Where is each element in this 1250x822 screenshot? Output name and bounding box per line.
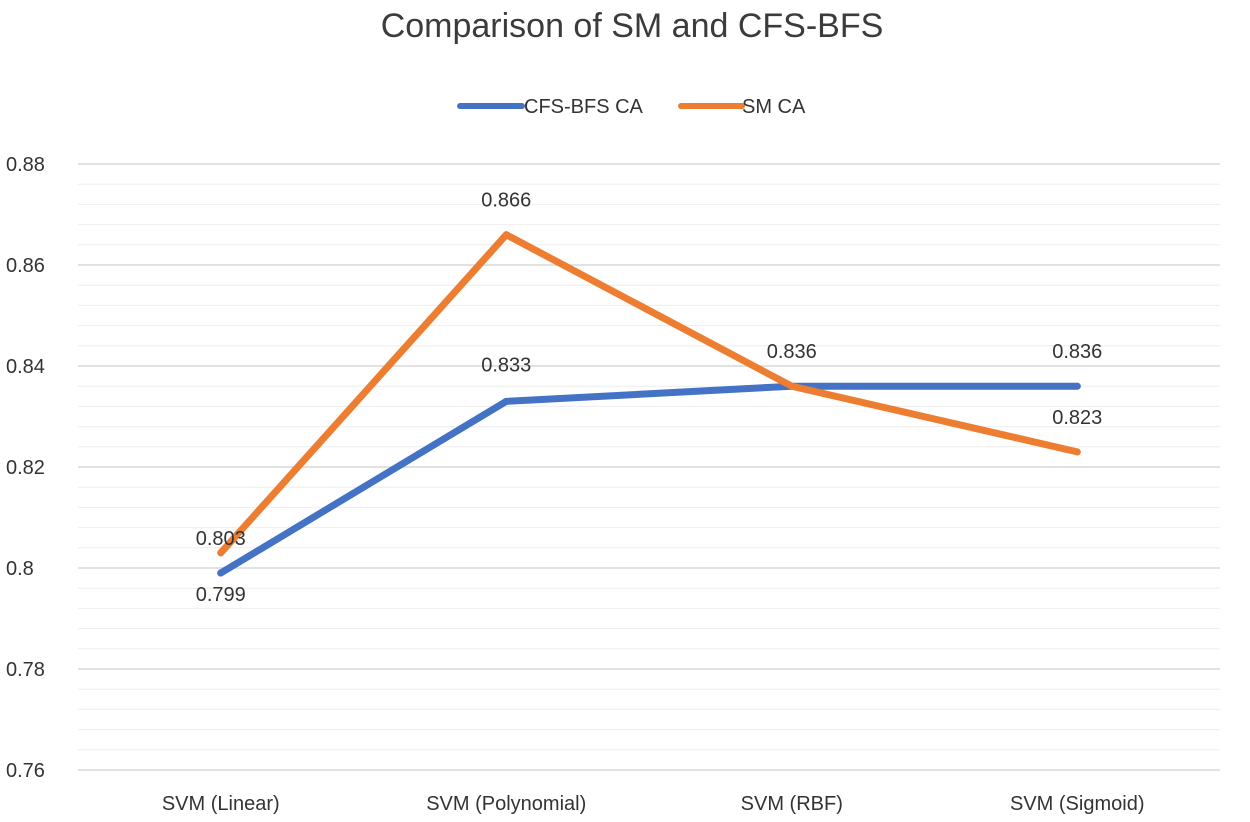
x-tick-label: SVM (Sigmoid) xyxy=(1010,793,1144,815)
data-point xyxy=(502,397,510,405)
y-tick-label: 0.86 xyxy=(6,255,45,277)
y-tick-label: 0.88 xyxy=(6,154,45,176)
y-tick-label: 0.76 xyxy=(6,760,45,782)
data-point xyxy=(1073,448,1081,456)
data-point xyxy=(217,569,225,577)
y-tick-label: 0.78 xyxy=(6,659,45,681)
data-labels: 0.799 0.833 0.836 0.836 0.803 0.866 0.823 xyxy=(196,190,1103,606)
series-layer xyxy=(217,231,1081,577)
data-point xyxy=(788,382,796,390)
x-tick-label: SVM (RBF) xyxy=(741,793,843,815)
gridlines xyxy=(78,163,1220,771)
legend-label-sm: SM CA xyxy=(742,96,806,118)
y-axis: 0.76 0.78 0.8 0.82 0.84 0.86 0.88 xyxy=(6,154,45,782)
legend-label-cfs-bfs: CFS-BFS CA xyxy=(524,96,644,118)
x-tick-label: SVM (Polynomial) xyxy=(426,793,586,815)
series-line-sm xyxy=(217,231,1081,557)
x-axis: SVM (Linear) SVM (Polynomial) SVM (RBF) SVM… xyxy=(162,793,1145,815)
data-point xyxy=(1073,382,1081,390)
y-tick-label: 0.84 xyxy=(6,356,45,378)
data-point xyxy=(217,549,225,557)
data-label-cfs-bfs: 0.836 xyxy=(767,341,817,363)
series-line-cfs-bfs xyxy=(217,382,1081,577)
y-tick-label: 0.82 xyxy=(6,457,45,479)
data-label-sm: 0.866 xyxy=(481,190,531,212)
data-label-sm: 0.823 xyxy=(1052,407,1102,429)
y-tick-label: 0.8 xyxy=(6,558,34,580)
x-tick-label: SVM (Linear) xyxy=(162,793,280,815)
chart-title: Comparison of SM and CFS-BFS xyxy=(381,7,884,45)
data-label-cfs-bfs: 0.836 xyxy=(1052,341,1102,363)
data-point xyxy=(502,231,510,239)
data-label-sm: 0.803 xyxy=(196,528,246,550)
data-label-cfs-bfs: 0.833 xyxy=(481,354,531,376)
legend: CFS-BFS CA SM CA xyxy=(457,96,806,118)
data-label-cfs-bfs: 0.799 xyxy=(196,584,246,606)
